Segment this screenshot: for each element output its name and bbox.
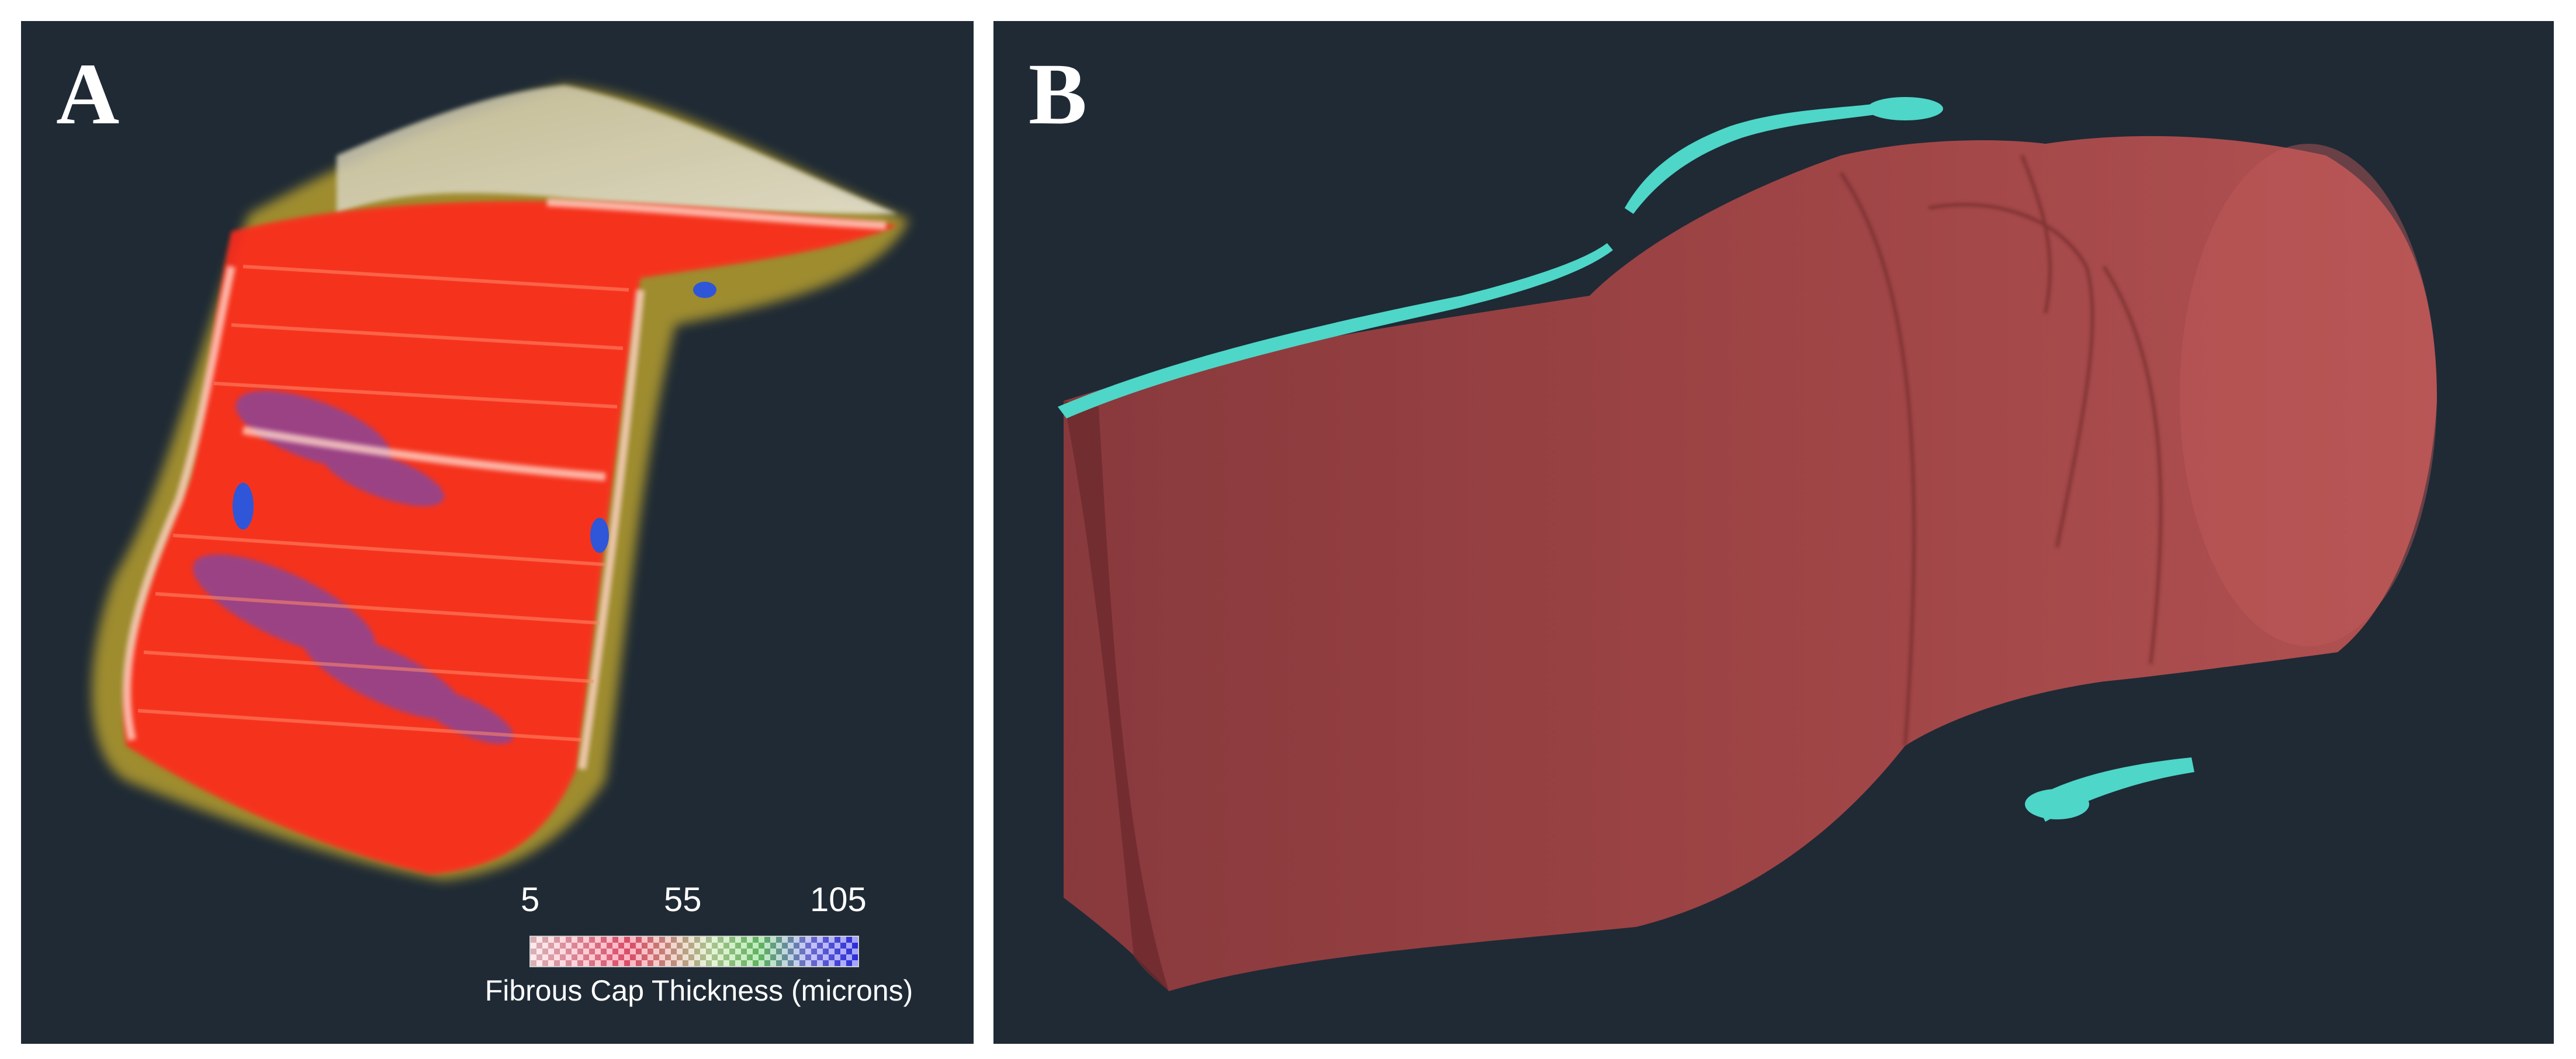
upper-surface [337, 85, 898, 214]
thick-cap-spots [233, 282, 716, 553]
colorbar-tick-min: 5 [521, 881, 540, 919]
striations [137, 265, 629, 742]
vessel-end-cap [2180, 144, 2437, 646]
cyan-structures [1058, 97, 2194, 822]
vessel-surface [1064, 136, 2437, 991]
panel-label-a: A [56, 46, 120, 143]
colorbar-tick-mid: 55 [664, 881, 702, 919]
colorbar-label: Fibrous Cap Thickness (microns) [484, 974, 913, 1007]
surface-folds [1839, 154, 2163, 746]
lumen-edges [123, 198, 887, 770]
panel-label-b: B [1029, 46, 1088, 143]
colorbar-gradient [529, 936, 859, 967]
panel-b: B [993, 21, 2554, 1044]
vessel-rim [1064, 401, 1169, 991]
vessel-lumen-render [1058, 97, 2437, 991]
colorbar: 5 55 105 Fibrous Cap Thickness (microns) [465, 880, 933, 1032]
thickness-map [124, 201, 898, 875]
vessel-wall-thickness-render [92, 85, 910, 880]
panel-a: A 5 55 105 Fibrous Cap Thickness (micron… [21, 21, 974, 1044]
colorbar-tick-max: 105 [810, 881, 867, 919]
